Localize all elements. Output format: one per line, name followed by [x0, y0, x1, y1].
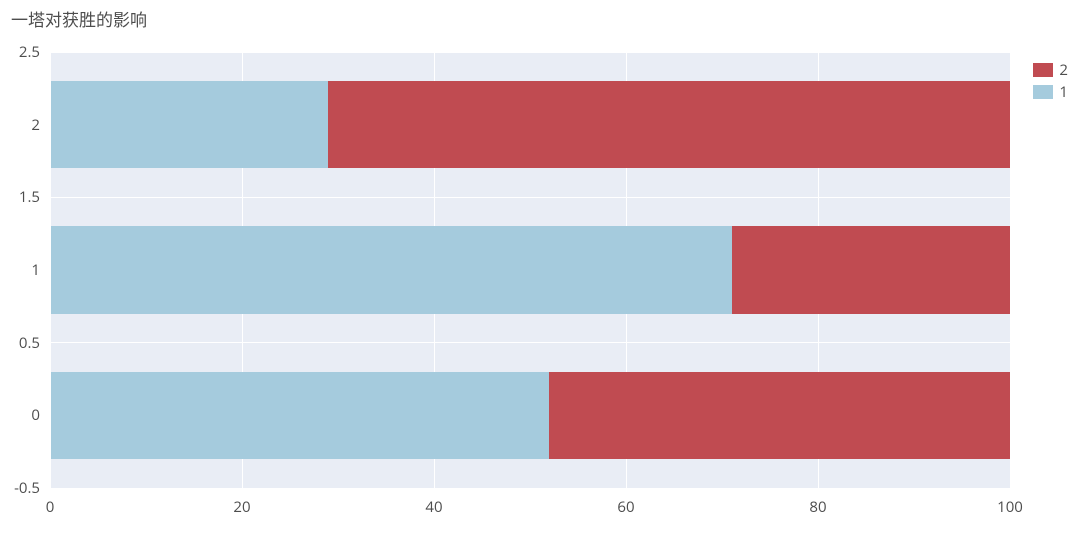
chart-root: 一塔对获胜的影响 -0.5 0 0.5 1 1.5 2 2.5 0 20 40 60 80 100 2…	[0, 0, 1080, 535]
gridline-horizontal	[50, 488, 1010, 489]
legend-label: 2	[1059, 60, 1068, 80]
y-tick-label: 0.5	[19, 333, 40, 353]
legend-label: 1	[1059, 82, 1068, 102]
gridline-horizontal	[50, 342, 1010, 343]
x-tick-label: 0	[46, 497, 55, 517]
bar-segment[interactable]	[50, 226, 732, 313]
x-tick-label: 80	[809, 497, 826, 517]
y-tick-label: 2.5	[19, 42, 40, 62]
bar-segment[interactable]	[50, 372, 549, 459]
y-tick-label: 1	[31, 260, 40, 280]
gridline-horizontal	[50, 197, 1010, 198]
chart-title: 一塔对获胜的影响	[11, 6, 147, 31]
y-zero-axis-line	[50, 52, 51, 488]
gridline-horizontal	[50, 52, 1010, 53]
plot-area	[50, 52, 1010, 488]
x-tick-label: 40	[425, 497, 442, 517]
bar-segment[interactable]	[549, 372, 1010, 459]
x-tick-label: 20	[233, 497, 250, 517]
legend-swatch	[1033, 85, 1053, 99]
legend-swatch	[1033, 63, 1053, 77]
y-tick-label: 2	[31, 115, 40, 135]
legend-entry[interactable]: 2	[1033, 60, 1068, 80]
x-tick-label: 100	[997, 497, 1023, 517]
y-tick-label: -0.5	[14, 478, 40, 498]
legend-entry[interactable]: 1	[1033, 82, 1068, 102]
x-tick-label: 60	[617, 497, 634, 517]
bar-segment[interactable]	[328, 81, 1010, 168]
bar-segment[interactable]	[732, 226, 1010, 313]
y-tick-label: 0	[31, 405, 40, 425]
bar-segment[interactable]	[50, 81, 328, 168]
legend: 21	[1033, 60, 1068, 102]
y-tick-label: 1.5	[19, 187, 40, 207]
